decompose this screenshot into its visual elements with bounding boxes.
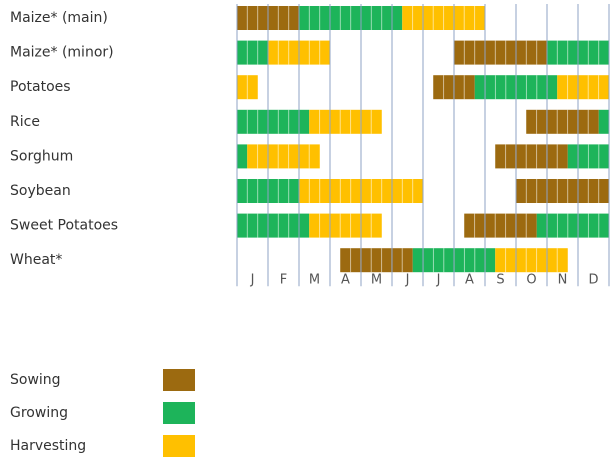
stage-bar: [309, 109, 382, 134]
stage-bar: [454, 40, 547, 65]
month-label: F: [280, 273, 287, 288]
crop-label: Sorghum: [10, 148, 73, 164]
stage-bar: [464, 213, 537, 238]
crop-label: Wheat*: [10, 252, 62, 268]
legend-swatch: [163, 435, 195, 457]
month-label: M: [309, 273, 320, 288]
month-label: A: [465, 273, 474, 288]
month-label: J: [436, 273, 441, 288]
stage-bar: [237, 213, 310, 238]
stage-bar: [536, 213, 609, 238]
stage-bar: [598, 109, 609, 134]
crop-label: Maize* (main): [10, 10, 108, 26]
stage-bar: [526, 109, 599, 134]
stage-bar: [340, 248, 413, 273]
legend-label: Sowing: [10, 372, 61, 388]
stage-bar: [309, 213, 382, 238]
month-label: J: [250, 273, 255, 288]
month-label: A: [341, 273, 350, 288]
crop-label: Maize* (minor): [10, 45, 114, 61]
month-label: J: [405, 273, 410, 288]
stage-bar: [237, 109, 310, 134]
legend-swatch: [163, 369, 195, 391]
stage-bar: [495, 248, 568, 273]
crop-label: Rice: [10, 114, 40, 130]
crop-label: Soybean: [10, 183, 71, 199]
stage-bar: [557, 75, 609, 100]
legend-label: Growing: [10, 405, 68, 421]
stage-bar: [247, 144, 320, 169]
month-label: N: [558, 273, 568, 288]
stage-bar: [495, 144, 568, 169]
month-label: M: [371, 273, 382, 288]
crop-label: Sweet Potatoes: [10, 218, 118, 234]
crop-label: Potatoes: [10, 79, 71, 95]
stage-bar: [237, 40, 268, 65]
legend-swatch: [163, 402, 195, 424]
month-label: O: [526, 273, 536, 288]
stage-bar: [237, 144, 248, 169]
stage-bar: [516, 179, 609, 203]
month-label: D: [588, 273, 598, 288]
month-label: S: [496, 273, 504, 288]
legend-label: Harvesting: [10, 438, 86, 454]
